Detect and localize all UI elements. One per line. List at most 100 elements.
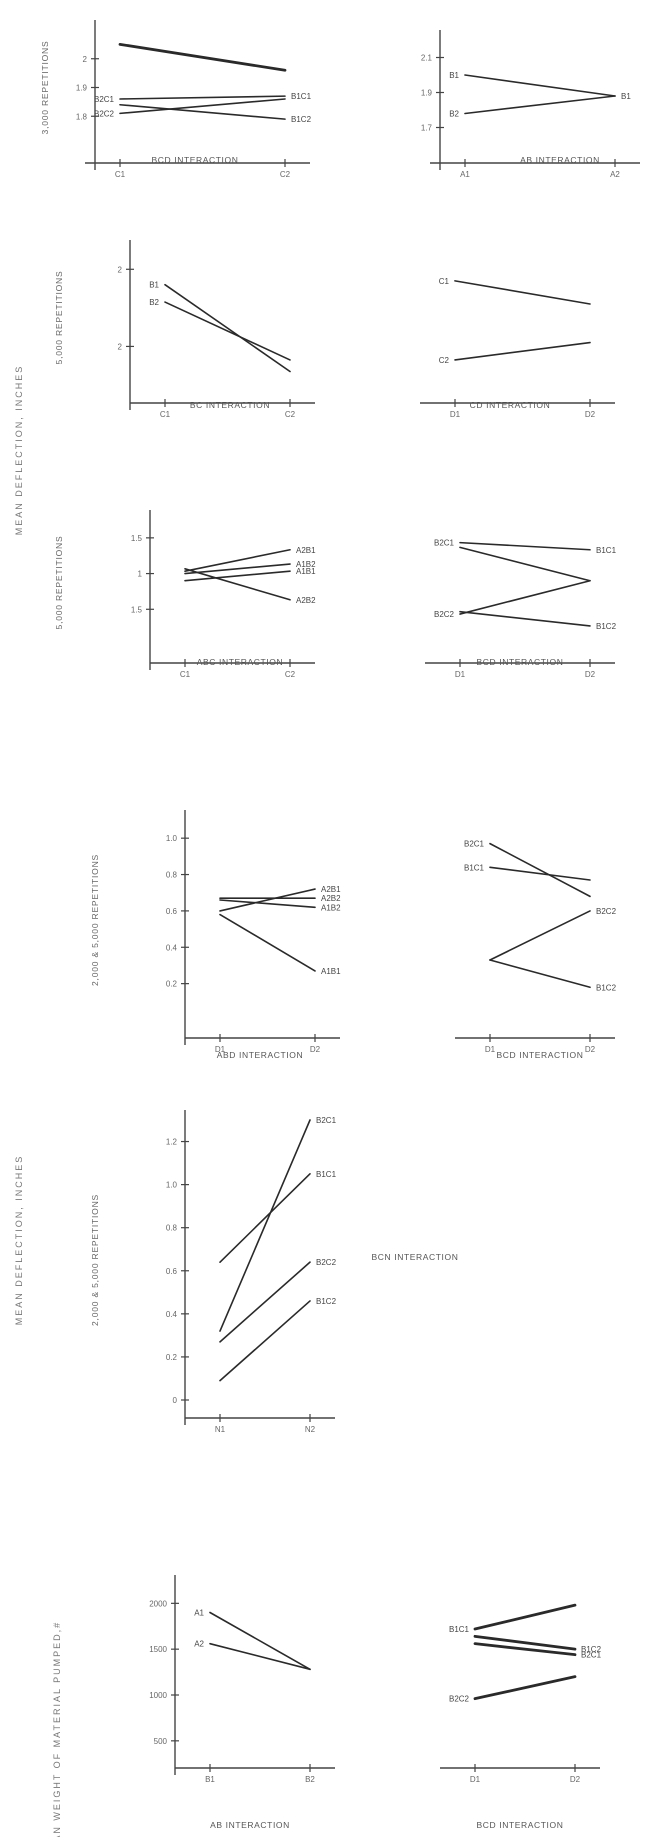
x-tick-label: C1 — [160, 410, 171, 419]
series-line — [219, 888, 316, 912]
side-label-weight: MEAN WEIGHT OF MATERIAL PUMPED,# — [52, 1621, 62, 1842]
x-tick-label: B2 — [305, 1775, 315, 1784]
x-tick-label: D2 — [585, 410, 596, 419]
chart-c8: D1 D2 B2C1 B1C1 B2C2 B1C2 BCD INTERACTION — [455, 840, 617, 1060]
series-end-label: B1C1 — [596, 546, 617, 555]
x-tick-label: A1 — [460, 170, 470, 179]
y-tick-label: 1.9 — [76, 84, 88, 93]
y-tick-label: 2 — [118, 265, 123, 274]
series-end-label: A1B1 — [321, 967, 341, 976]
y-tick-label: 2.1 — [421, 54, 433, 63]
series-start-label: B1C1 — [464, 863, 485, 872]
chart-c3: C1 C2 2 2 5,000 REPETITIONS B1 B2 BC INTERACTIO… — [54, 240, 315, 419]
series-end-label: B2C2 — [316, 1258, 337, 1267]
series-end-label: B1 — [621, 92, 631, 101]
series-line — [209, 1611, 311, 1671]
chart-c5: C1 C2 1.5 1 1.5 5,000 REPETITIONS A2B1 A1B2A1B1… — [54, 510, 316, 679]
series-start-label: B1 — [149, 281, 159, 290]
series-start-label: C2 — [439, 356, 450, 365]
x-tick-label: C1 — [115, 170, 126, 179]
series-line — [209, 1642, 311, 1671]
series-line — [459, 610, 591, 627]
series-line — [164, 283, 291, 373]
chart-c9: N1 N2 1.2 1.0 0.8 0.6 0.4 0.2 0 2,000 & 5,000 REP… — [90, 1110, 458, 1434]
series-line — [464, 95, 616, 115]
series-start-label: B2C2 — [434, 610, 455, 619]
series-line — [184, 563, 291, 575]
x-tick-label: C2 — [280, 170, 291, 179]
y-tick-label: 0.2 — [166, 1353, 178, 1362]
y-tick-label: 1.9 — [421, 89, 433, 98]
chart-title: AB INTERACTION — [520, 155, 600, 165]
chart-c2: A1 A2 2.1 1.9 1.7 B1 B1 B2 AB INTERACTION — [421, 30, 640, 179]
series-start-label: A1 — [194, 1609, 204, 1618]
series-start-label: B2C2 — [94, 109, 115, 118]
y-tick-label: 0.2 — [166, 980, 178, 989]
y-tick-label: 1.7 — [421, 124, 433, 133]
series-end-label: A2B1 — [296, 546, 316, 555]
series-line — [459, 541, 591, 551]
x-tick-label: N2 — [305, 1425, 316, 1434]
y-tick-label: 0 — [173, 1396, 178, 1405]
series-end-label: B1C2 — [291, 115, 312, 124]
series-end-label: B1C2 — [596, 622, 617, 631]
y-axis-label: 2,000 & 5,000 REPETITIONS — [90, 1194, 100, 1326]
series-end-label: A1B2 — [296, 560, 316, 569]
series-line — [219, 1173, 311, 1263]
series-line — [119, 98, 286, 115]
chart-title: BCD INTERACTION — [152, 155, 239, 165]
series-line — [219, 1300, 311, 1382]
series-end-label: B2C1 — [316, 1116, 337, 1125]
series-end-label: B2C1 — [581, 1651, 602, 1660]
y-tick-label: 1.5 — [131, 534, 143, 543]
side-label-bottom: MEAN DEFLECTION, INCHES — [14, 1155, 24, 1326]
series-line — [464, 74, 616, 97]
chart-c10: B1 B2 2000 1500 1000 500 A1 A2 AB INTERACTION — [149, 1575, 335, 1830]
chart-c1: C1 C2 2 1.9 1.8 3,000 REPETITIONS B2C1 B1C1 B2C2… — [40, 20, 312, 179]
y-tick-label: 2000 — [149, 1599, 167, 1608]
series-line — [164, 301, 291, 361]
series-line — [489, 866, 591, 881]
x-tick-label: A2 — [610, 170, 620, 179]
series-start-label: C1 — [439, 277, 450, 286]
series-end-label: A2B1 — [321, 885, 341, 894]
y-tick-label: 2 — [118, 342, 123, 351]
y-tick-label: 1 — [138, 570, 143, 579]
x-tick-label: D1 — [455, 670, 466, 679]
x-tick-label: D2 — [570, 1775, 581, 1784]
y-tick-label: 1.2 — [166, 1138, 178, 1147]
series-line — [219, 1119, 311, 1332]
series-end-label: A1B2 — [321, 903, 341, 912]
y-tick-label: 1.0 — [166, 1181, 178, 1190]
x-tick-label: C1 — [180, 670, 191, 679]
series-end-label: B1C2 — [581, 1645, 602, 1654]
side-label-top: MEAN DEFLECTION, INCHES — [14, 365, 24, 536]
y-tick-label: 0.8 — [166, 871, 178, 880]
x-tick-label: D2 — [310, 1045, 321, 1054]
series-line — [489, 842, 591, 898]
series-line — [119, 95, 286, 100]
x-tick-label: D1 — [215, 1045, 226, 1054]
series-line — [219, 899, 316, 909]
chart-c7: D1 D2 1.0 0.8 0.6 0.4 0.2 2,000 & 5,000 REPETIT… — [90, 810, 341, 1060]
series-line — [489, 910, 591, 961]
series-end-label: B1C2 — [316, 1297, 337, 1306]
chart-title: BCD INTERACTION — [477, 657, 564, 667]
x-tick-label: D1 — [450, 410, 461, 419]
x-tick-label: N1 — [215, 1425, 226, 1434]
series-line — [219, 913, 316, 972]
series-start-label: B2C1 — [434, 539, 455, 548]
chart-title: BCD INTERACTION — [477, 1820, 564, 1830]
series-line — [473, 1634, 577, 1651]
series-line — [184, 568, 291, 601]
y-tick-label: 0.4 — [166, 1310, 178, 1319]
series-end-label: A1B1 — [296, 567, 316, 576]
x-tick-label: D2 — [585, 1045, 596, 1054]
series-line — [118, 42, 287, 72]
series-end-label: A2B2 — [296, 596, 316, 605]
series-line — [454, 341, 591, 361]
y-tick-label: 1000 — [149, 1691, 167, 1700]
series-line — [473, 1603, 577, 1631]
